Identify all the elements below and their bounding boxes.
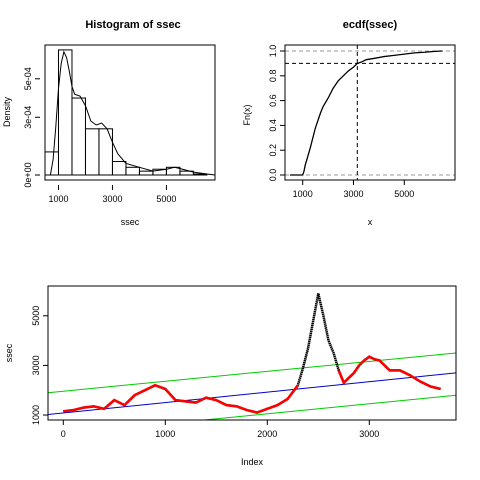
histogram-panel: Histogram of ssec 1000 3000 5000 0e+00 3e-0… (2, 19, 216, 227)
histogram-xtick-label-2: 5000 (156, 194, 176, 204)
histogram-bar-7 (138, 170, 154, 176)
histogram-xlabel: ssec (121, 217, 140, 227)
histogram-x-axis: 1000 3000 5000 (48, 179, 176, 204)
histogram-ylabel: Density (2, 96, 12, 127)
series-y-axis: 1000 3000 5000 (31, 306, 48, 425)
series-fit-line-1 (48, 352, 456, 394)
histogram-ytick-label-2: 5e-04 (23, 67, 33, 90)
histogram-bar-10 (179, 170, 194, 176)
histogram-density-curve (49, 50, 216, 176)
series-fit-line-0 (48, 372, 456, 416)
series-highlight-0 (63, 383, 299, 414)
histogram-xtick-label-0: 1000 (48, 194, 68, 204)
ecdf-xlabel: x (368, 217, 373, 227)
histogram-ytick-label-0: 0e+00 (23, 162, 33, 187)
ecdf-xtick-label-2: 5000 (394, 189, 414, 199)
histogram-plot-frame (44, 44, 216, 181)
histogram-ytick-label-1: 3e-04 (23, 106, 33, 129)
histogram-bar-6 (125, 166, 140, 176)
series-x-axis: 0 1000 2000 3000 (61, 420, 379, 439)
ecdf-ytick-label-2: 0.4 (268, 119, 278, 132)
histogram-y-axis: 0e+00 3e-04 5e-04 (23, 67, 40, 188)
series-ylabel: ssec (4, 343, 14, 362)
series-xtick-label-2: 2000 (257, 429, 277, 439)
ecdf-panel: ecdf(ssec) 1000 3000 5000 0.0 0.2 0.4 0.6 0.8 1… (242, 19, 456, 227)
series-ytick-label-0: 1000 (31, 405, 41, 425)
ecdf-ytick-label-3: 0.6 (268, 94, 278, 107)
histogram-bar-2 (71, 97, 86, 176)
histogram-bar-0 (44, 151, 59, 176)
histogram-bars (44, 49, 208, 176)
series-ytick-label-1: 3000 (31, 355, 41, 375)
series-xtick-label-1: 1000 (155, 429, 175, 439)
ecdf-ylabel: Fn(x) (242, 105, 252, 126)
series-plot-frame (47, 285, 457, 421)
series-xtick-label-3: 3000 (359, 429, 379, 439)
ecdf-plot-frame (284, 44, 456, 181)
series-fit-line-2 (199, 394, 456, 420)
ecdf-xtick-label-0: 1000 (293, 189, 313, 199)
histogram-xtick-label-1: 3000 (102, 194, 122, 204)
ecdf-ytick-label-1: 0.2 (268, 144, 278, 157)
series-highlight-segments (63, 355, 441, 414)
series-xtick-label-0: 0 (61, 429, 66, 439)
ssec-series-line (63, 293, 441, 414)
ecdf-ytick-label-4: 0.8 (268, 70, 278, 83)
series-xlabel: Index (241, 457, 264, 467)
series-panel: 0 1000 2000 3000 1000 3000 5000 Index ssec (4, 285, 457, 467)
series-highlight-1 (337, 355, 441, 391)
series-fit-lines (48, 352, 456, 420)
ecdf-step-line (290, 50, 443, 176)
ecdf-x-axis: 1000 3000 5000 (293, 180, 414, 199)
histogram-title: Histogram of ssec (85, 19, 180, 31)
ecdf-xtick-label-1: 3000 (343, 189, 363, 199)
histogram-bar-3 (84, 128, 100, 176)
series-ytick-label-2: 5000 (31, 306, 41, 326)
ecdf-reference-lines (285, 45, 455, 180)
ecdf-ytick-label-5: 1.0 (268, 45, 278, 58)
histogram-bar-5 (111, 161, 127, 176)
ecdf-title: ecdf(ssec) (343, 19, 398, 31)
ecdf-y-axis: 0.0 0.2 0.4 0.6 0.8 1.0 (268, 45, 285, 182)
histogram-bar-4 (98, 128, 113, 176)
ecdf-ytick-label-0: 0.0 (268, 169, 278, 182)
